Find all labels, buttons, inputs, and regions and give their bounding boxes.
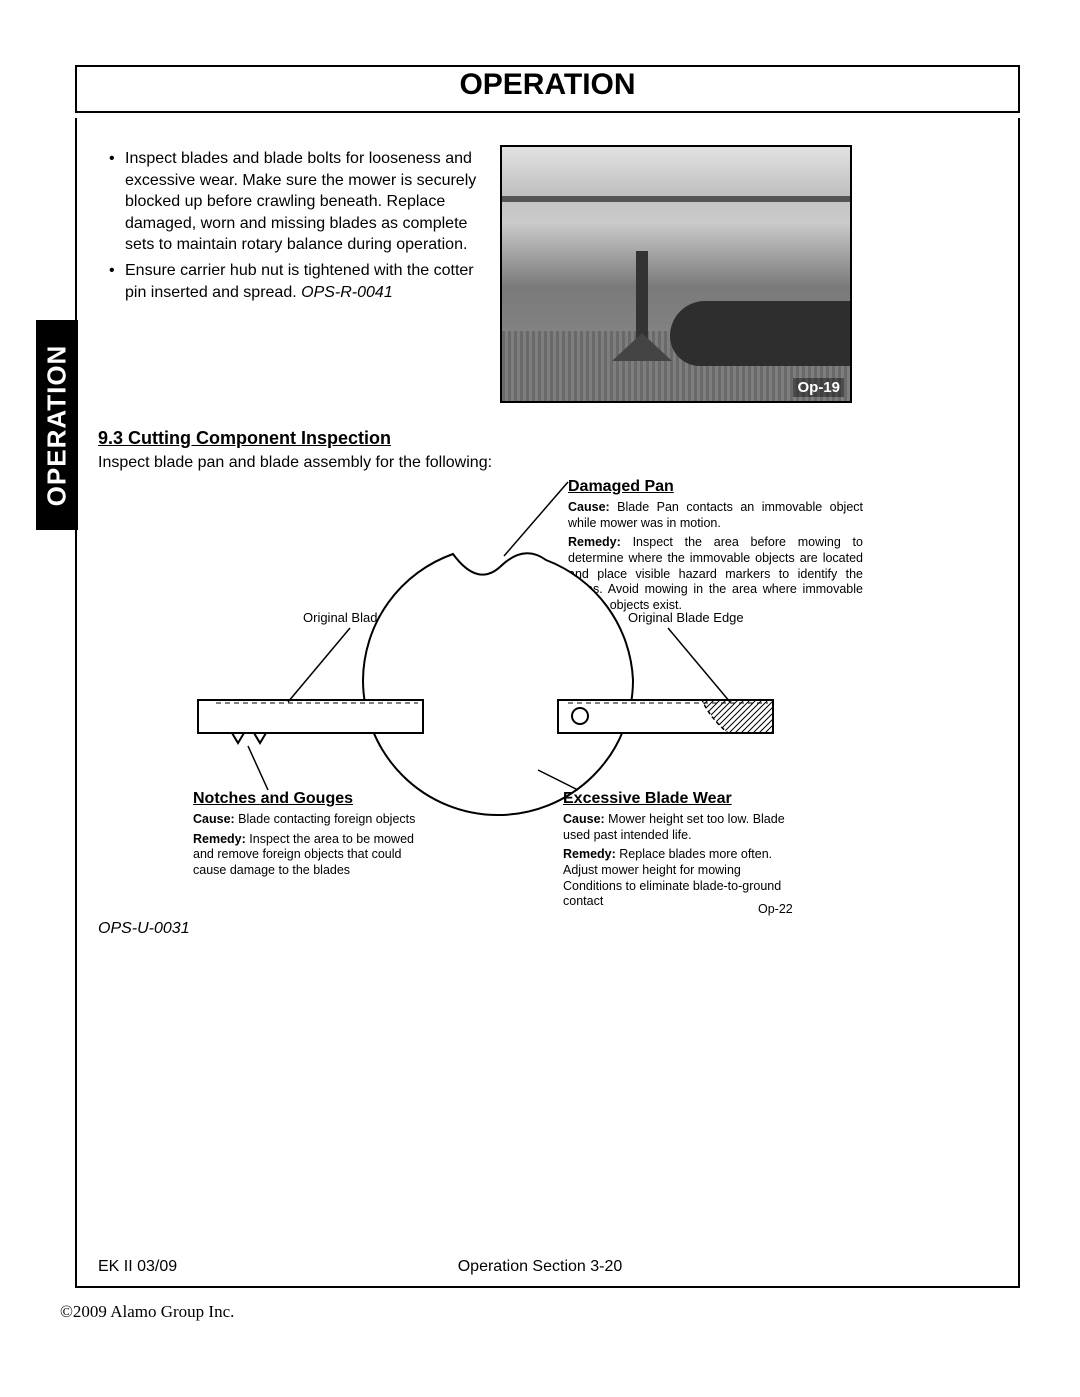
page-title: OPERATION bbox=[75, 68, 1020, 102]
wear-cause: Cause: Mower height set too low. Blade u… bbox=[563, 812, 798, 843]
ops-ref: OPS-U-0031 bbox=[98, 920, 190, 938]
photo-label: Op-19 bbox=[793, 378, 844, 397]
leader-notches bbox=[248, 746, 268, 790]
wear-title: Excessive Blade Wear bbox=[563, 790, 798, 808]
notches-block: Notches and Gouges Cause: Blade contacti… bbox=[193, 790, 438, 879]
bullet-item: Ensure carrier hub nut is tightened with… bbox=[105, 260, 485, 303]
photo-person bbox=[670, 301, 852, 366]
notches-title: Notches and Gouges bbox=[193, 790, 438, 808]
footer-center: Operation Section 3-20 bbox=[0, 1258, 1080, 1276]
photo-deck bbox=[502, 147, 850, 202]
notches-cause: Cause: Blade contacting foreign objects bbox=[193, 812, 438, 828]
figure-ref: Op-22 bbox=[758, 902, 793, 916]
bullet-item: Inspect blades and blade bolts for loose… bbox=[105, 148, 485, 256]
pan-outline bbox=[363, 553, 633, 815]
leader-edge-left bbox=[288, 628, 350, 702]
bullet-text: Ensure carrier hub nut is tightened with… bbox=[125, 262, 474, 301]
side-tab: OPERATION bbox=[36, 320, 78, 530]
blade-bolt bbox=[572, 708, 588, 724]
copyright: ©2009 Alamo Group Inc. bbox=[60, 1302, 234, 1322]
side-tab-label: OPERATION bbox=[42, 344, 73, 506]
diagram: Damaged Pan Cause: Blade Pan contacts an… bbox=[98, 470, 878, 930]
blade-left-notches bbox=[232, 733, 266, 743]
leader-damaged-pan bbox=[504, 482, 568, 556]
bullet-list: Inspect blades and blade bolts for loose… bbox=[105, 148, 485, 307]
photo: Op-19 bbox=[500, 145, 852, 403]
wear-remedy: Remedy: Replace blades more often. Adjus… bbox=[563, 847, 798, 910]
blade-left bbox=[198, 700, 423, 733]
inline-ref: OPS-R-0041 bbox=[301, 284, 393, 301]
wear-block: Excessive Blade Wear Cause: Mower height… bbox=[563, 790, 798, 910]
leader-edge-right bbox=[668, 628, 730, 702]
photo-jack bbox=[612, 251, 672, 361]
notches-remedy: Remedy: Inspect the area to be mowed and… bbox=[193, 832, 438, 879]
bullet-text: Inspect blades and blade bolts for loose… bbox=[125, 150, 476, 253]
section-heading: 9.3 Cutting Component Inspection bbox=[98, 428, 391, 449]
